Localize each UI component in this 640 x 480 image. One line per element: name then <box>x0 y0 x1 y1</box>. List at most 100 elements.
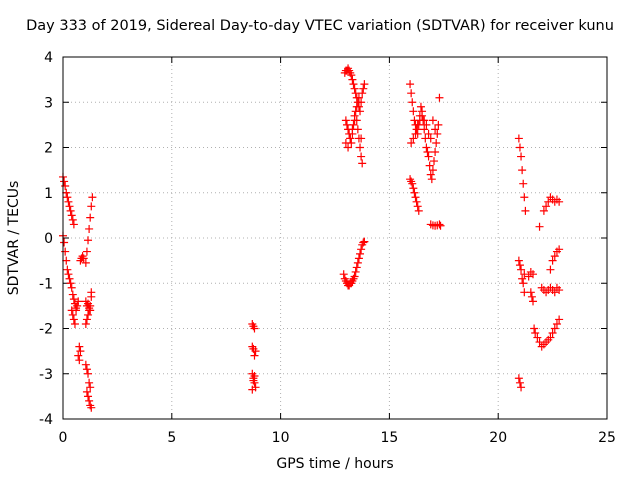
data-point <box>550 288 559 297</box>
data-point <box>350 116 359 125</box>
data-point <box>76 347 85 356</box>
x-tick-label: 15 <box>380 430 398 446</box>
data-point <box>357 152 366 161</box>
data-point <box>517 383 526 392</box>
data-point <box>85 224 94 233</box>
y-tick-label: 3 <box>44 95 53 111</box>
axis-ticks: -4 -3 -2 -1 0 1 2 3 4 0 5 10 15 20 25 <box>39 50 616 446</box>
series-group-21h <box>514 134 544 392</box>
data-point <box>250 324 259 333</box>
data-point <box>357 98 366 107</box>
data-points <box>59 64 564 412</box>
series-group-9h <box>248 319 260 394</box>
data-point <box>414 206 423 215</box>
data-point <box>529 297 538 306</box>
data-point <box>341 138 350 147</box>
data-point <box>352 263 361 272</box>
data-point <box>87 288 96 297</box>
data-point <box>552 319 561 328</box>
data-point <box>407 89 416 98</box>
data-point <box>514 374 523 383</box>
x-tick-label: 5 <box>167 430 176 446</box>
data-point <box>65 202 74 211</box>
y-tick-label: 1 <box>44 186 53 202</box>
data-point <box>356 249 365 258</box>
grid <box>63 57 607 419</box>
data-point <box>422 143 431 152</box>
data-point <box>87 202 96 211</box>
data-point <box>413 202 422 211</box>
y-tick-label: -2 <box>39 322 53 338</box>
data-point <box>428 166 437 175</box>
data-point <box>62 256 71 265</box>
data-point <box>70 319 79 328</box>
data-point <box>249 376 258 385</box>
data-point <box>434 120 443 129</box>
data-point <box>350 272 359 281</box>
data-point <box>82 247 91 256</box>
data-point <box>519 179 528 188</box>
data-point <box>412 125 421 134</box>
data-point <box>435 220 444 229</box>
data-point <box>354 93 363 102</box>
y-axis-label: SDTVAR / TECUs <box>6 180 22 296</box>
data-point <box>411 193 420 202</box>
data-point <box>524 272 533 281</box>
data-point <box>514 134 523 143</box>
data-point <box>409 107 418 116</box>
data-point <box>529 270 538 279</box>
data-point <box>515 261 524 270</box>
data-point <box>85 378 94 387</box>
data-point <box>520 270 529 279</box>
data-point <box>539 206 548 215</box>
data-point <box>518 274 527 283</box>
data-point <box>358 159 367 168</box>
data-point <box>430 157 439 166</box>
data-point <box>73 301 82 310</box>
data-point <box>533 333 542 342</box>
data-point <box>74 297 83 306</box>
data-point <box>339 270 348 279</box>
data-point <box>348 75 357 84</box>
data-point <box>68 290 77 299</box>
data-point <box>357 134 366 143</box>
x-tick-label: 10 <box>272 430 290 446</box>
data-point <box>517 152 526 161</box>
data-point <box>64 197 73 206</box>
y-tick-label: 4 <box>44 50 53 66</box>
data-point <box>519 279 528 288</box>
y-tick-label: -1 <box>39 276 53 292</box>
data-point <box>424 129 433 138</box>
data-point <box>428 116 437 125</box>
data-point <box>341 116 350 125</box>
data-point <box>531 329 540 338</box>
data-point <box>550 324 559 333</box>
data-point <box>357 245 366 254</box>
data-point <box>248 385 257 394</box>
data-point <box>555 245 564 254</box>
data-point <box>350 84 359 93</box>
data-point <box>360 237 369 246</box>
data-point <box>426 134 435 143</box>
data-point <box>72 306 81 315</box>
data-point <box>527 292 536 301</box>
data-point <box>84 392 93 401</box>
x-tick-label: 20 <box>489 430 507 446</box>
data-point <box>411 129 420 138</box>
data-point <box>79 254 88 263</box>
data-point <box>63 265 72 274</box>
data-point <box>84 310 93 319</box>
data-point <box>69 295 78 304</box>
data-point <box>60 238 69 247</box>
data-point <box>75 356 84 365</box>
data-point <box>515 378 524 387</box>
data-point <box>431 125 440 134</box>
data-point <box>86 306 95 315</box>
data-point <box>68 310 77 319</box>
data-point <box>412 197 421 206</box>
data-point <box>351 107 360 116</box>
y-tick-label: -4 <box>39 412 53 428</box>
data-point <box>426 220 435 229</box>
data-point <box>65 274 74 283</box>
data-point <box>426 170 435 179</box>
